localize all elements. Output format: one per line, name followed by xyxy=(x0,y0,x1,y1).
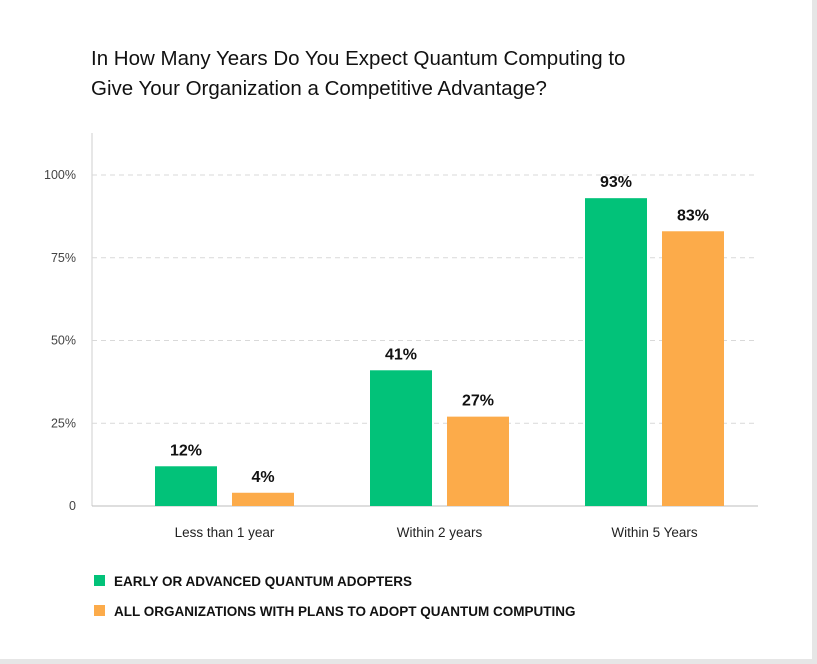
bar xyxy=(662,231,724,506)
bar xyxy=(585,198,647,507)
legend-swatch-orange xyxy=(94,604,105,616)
legend-label: ALL ORGANIZATIONS WITH PLANS TO ADOPT QU… xyxy=(114,603,576,619)
bar xyxy=(155,466,217,506)
y-tick-label: 50% xyxy=(51,334,76,348)
chart-title-line-2: Give Your Organization a Competitive Adv… xyxy=(91,77,547,100)
data-label: 27% xyxy=(462,393,494,410)
x-tick-label: Within 2 years xyxy=(397,525,483,540)
legend-item-all-organizations: ALL ORGANIZATIONS WITH PLANS TO ADOPT QU… xyxy=(94,603,575,619)
chart-title-line-1: In How Many Years Do You Expect Quantum … xyxy=(91,47,626,70)
data-label: 83% xyxy=(677,207,709,224)
y-tick-label: 0 xyxy=(69,499,76,513)
legend-item-early-adopters: EARLY OR ADVANCED QUANTUM ADOPTERS xyxy=(94,573,412,589)
bar-chart: 0 25% 50% 75% 100% 12% 4% Less than 1 year 41% 27… xyxy=(44,133,758,540)
bar xyxy=(447,416,509,506)
x-tick-label: Less than 1 year xyxy=(175,525,275,540)
x-tick-label: Within 5 Years xyxy=(611,525,698,540)
y-tick-label: 100% xyxy=(44,168,76,182)
data-label: 41% xyxy=(385,346,417,363)
y-tick-label: 75% xyxy=(51,251,76,265)
bar xyxy=(370,370,432,506)
data-label: 93% xyxy=(600,174,632,191)
legend-label: EARLY OR ADVANCED QUANTUM ADOPTERS xyxy=(114,573,413,589)
y-tick-label: 25% xyxy=(51,416,76,430)
bar xyxy=(232,492,294,506)
data-label: 4% xyxy=(251,469,274,486)
chart-title: In How Many Years Do You Expect Quantum … xyxy=(91,44,731,104)
data-label: 12% xyxy=(170,442,202,459)
legend-swatch-green xyxy=(94,574,105,586)
